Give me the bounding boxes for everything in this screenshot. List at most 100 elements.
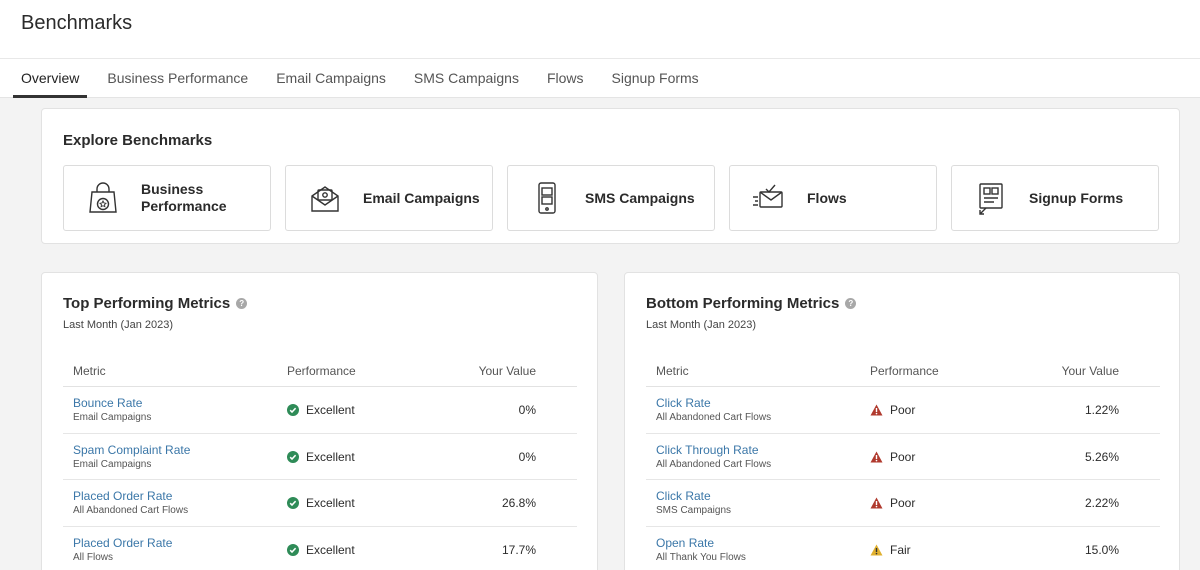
metric-link[interactable]: Click Through Rate [656,442,759,457]
performance-cell: Poor [870,496,915,510]
metric-link[interactable]: Placed Order Rate [73,535,173,550]
metric-source: SMS Campaigns [656,505,732,516]
metric-link[interactable]: Bounce Rate [73,396,143,410]
metric-value: 0% [518,449,536,464]
email-envelope-icon [308,180,342,216]
bottom-performing-metrics-card: Bottom Performing Metrics ? Last Month (… [624,272,1180,570]
metric-link[interactable]: Click Rate [656,489,711,503]
performance-label: Poor [890,403,916,417]
performance-label: Excellent [306,403,355,417]
tab-bar: Overview Business Performance Email Camp… [13,60,719,98]
column-header-value: Your Value [1061,364,1119,378]
bottom-metrics-period: Last Month (Jan 2023) [646,319,757,331]
mobile-phone-icon [530,180,564,216]
help-icon[interactable]: ? [236,298,248,309]
performance-cell: Poor [870,403,915,417]
metric-value: 15.0% [1084,542,1119,557]
metric-source: All Flows [73,551,114,563]
tab-flows[interactable]: Flows [546,70,584,86]
performance-label: Excellent [306,542,355,557]
tab-signup-forms[interactable]: Signup Forms [611,70,699,86]
tab-overview[interactable]: Overview [13,60,88,98]
table-row: Placed Order Rate All Abandoned Cart Flo… [63,480,577,527]
metric-value: 26.8% [501,496,536,510]
metric-source: All Abandoned Cart Flows [73,505,189,516]
column-header-metric: Metric [73,364,106,378]
tile-sms-campaigns[interactable]: SMS Campaigns [507,165,715,231]
table-row: Placed Order Rate All Flows Excellent 17… [63,527,577,570]
page-title: Benchmarks [21,12,133,34]
metric-source: Email Campaigns [73,412,152,423]
performance-cell: Excellent [287,543,355,557]
check-circle-icon [287,497,299,509]
flow-envelope-icon [752,180,786,216]
metric-link[interactable]: Open Rate [656,535,715,550]
performance-cell: Excellent [287,403,355,417]
check-circle-icon [287,404,299,416]
tabs-divider [0,58,1200,59]
shopping-bag-star-icon [86,180,120,216]
column-header-value: Your Value [478,364,536,378]
tile-flows[interactable]: Flows [729,165,937,231]
tile-business-performance[interactable]: Business Performance [63,165,271,231]
bottom-metrics-table: Metric Performance Your Value Click Rate… [646,355,1160,570]
metric-source: All Thank You Flows [656,551,746,563]
help-icon[interactable]: ? [845,298,857,309]
table-header: Metric Performance Your Value [646,355,1160,387]
explore-benchmarks-card: Explore Benchmarks Business Performance … [41,108,1180,244]
table-row: Spam Complaint Rate Email Campaigns Exce… [63,434,577,480]
tile-label: Signup Forms [1029,189,1124,206]
table-header: Metric Performance Your Value [63,355,577,387]
bottom-metrics-title-text: Bottom Performing Metrics [646,295,840,312]
performance-label: Poor [890,449,916,464]
warning-triangle-icon [870,497,883,509]
metric-source: Email Campaigns [73,458,152,470]
tile-email-campaigns[interactable]: Email Campaigns [285,165,493,231]
performance-cell: Excellent [287,496,355,510]
table-row: Click Through Rate All Abandoned Cart Fl… [646,434,1160,480]
bottom-metrics-title: Bottom Performing Metrics ? [646,295,857,312]
warning-triangle-icon [870,544,883,555]
top-metrics-title: Top Performing Metrics ? [63,295,248,312]
performance-cell: Poor [870,450,915,464]
warning-triangle-icon [870,451,883,462]
metric-link[interactable]: Spam Complaint Rate [73,442,191,457]
metric-value: 2.22% [1084,496,1119,510]
tab-sms-campaigns[interactable]: SMS Campaigns [413,70,519,86]
metric-link[interactable]: Placed Order Rate [73,489,173,503]
explore-benchmarks-title: Explore Benchmarks [63,132,213,149]
tab-email-campaigns[interactable]: Email Campaigns [276,70,386,86]
top-metrics-table: Metric Performance Your Value Bounce Rat… [63,355,577,570]
metric-value: 5.26% [1084,449,1119,464]
warning-triangle-icon [870,404,883,416]
tile-label: Business Performance [141,181,227,214]
tile-label: Flows [807,189,847,206]
column-header-performance: Performance [287,364,356,378]
tile-label: Email Campaigns [363,189,480,206]
metric-value: 1.22% [1084,403,1119,417]
tab-business-performance[interactable]: Business Performance [107,70,249,86]
metric-link[interactable]: Click Rate [656,396,711,410]
column-header-performance: Performance [870,364,939,378]
performance-cell: Fair [870,543,911,557]
table-row: Click Rate SMS Campaigns Poor 2.22% [646,480,1160,527]
tile-signup-forms[interactable]: Signup Forms [951,165,1159,231]
metric-value: 17.7% [501,542,536,557]
tile-label: SMS Campaigns [585,189,695,206]
table-row: Click Rate All Abandoned Cart Flows Poor… [646,387,1160,434]
top-performing-metrics-card: Top Performing Metrics ? Last Month (Jan… [41,272,598,570]
performance-label: Poor [890,496,916,510]
check-circle-icon [287,543,299,556]
top-bar: Benchmarks Overview Business Performance… [0,0,1200,98]
performance-label: Excellent [306,496,355,510]
table-row: Open Rate All Thank You Flows Fair 15.0% [646,527,1160,570]
top-metrics-period: Last Month (Jan 2023) [63,319,174,331]
metric-source: All Abandoned Cart Flows [656,458,772,470]
table-row: Bounce Rate Email Campaigns Excellent 0% [63,387,577,434]
performance-cell: Excellent [287,450,355,464]
check-circle-icon [287,450,299,463]
metric-source: All Abandoned Cart Flows [656,412,772,423]
signup-form-icon [974,180,1008,216]
performance-label: Fair [890,542,911,557]
metric-value: 0% [518,403,536,417]
